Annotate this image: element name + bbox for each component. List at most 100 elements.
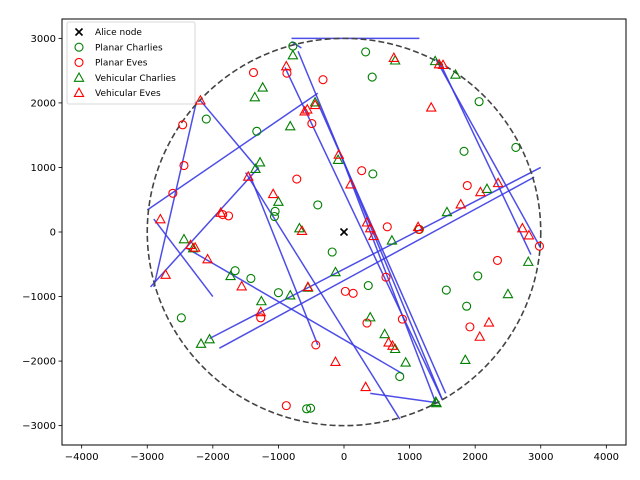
planar-eves-point-3 [318,75,328,85]
planar-eves-point-12 [462,180,472,191]
planar-charlies-point-14 [327,247,337,257]
legend-marker-vehicular-charlies [73,71,85,82]
vehicular-eves-point-20 [523,229,535,240]
planar-eves-point-16 [492,255,503,265]
planar-eves-point-24 [311,340,321,350]
vehicular-eves-point-38 [360,381,372,392]
x-tick-label: 0 [341,452,347,463]
vehicular-charlies-point-31 [502,288,514,299]
planar-charlies-point-16 [246,273,256,284]
vehicular-charlies-point-23 [284,289,296,300]
planar-eves-point-19 [348,288,358,298]
vehicular-charlies-point-5 [249,91,261,102]
vehicular-eves-point-27 [202,253,214,264]
legend-box [66,21,196,105]
planar-charlies-point-10 [313,200,323,210]
planar-charlies-point-11 [368,169,378,179]
vehicular-eves-point-26 [189,241,201,252]
vehicular-eves-point-23 [364,222,376,233]
x-tick-label: −2000 [196,452,230,463]
y-tick-label: −1000 [22,292,56,303]
vehicular-charlies-point-21 [329,266,342,277]
planar-eves-point-14 [414,224,424,234]
x-tick-label: 4000 [594,452,619,463]
legend-label-alice-node: Alice node [95,28,142,38]
planar-charlies-point-12 [459,146,469,156]
vehicular-charlies-point-15 [386,234,398,245]
vehicular-charlies-point-34 [430,397,443,408]
vehicular-charlies-point-18 [187,242,199,253]
vehicular-eves-point-1 [388,51,400,62]
vehicular-eves-point-13 [267,188,279,199]
planar-eves-point-23 [256,313,266,323]
legend-marker-alice-node [74,27,84,37]
vehicular-eves-point-28 [296,224,308,235]
vehicular-charlies-point-26 [195,337,207,348]
planar-charlies-point-17 [273,288,283,298]
vehicular-charlies-point-1 [287,49,299,60]
planar-eves-point-1 [248,68,259,78]
vehicular-charlies-point-30 [459,354,471,365]
vehicular-charlies-point-29 [400,356,412,367]
planar-charlies-point-20 [473,271,483,281]
alice-node-point-1 [339,227,349,237]
vehicular-charlies-point-28 [389,343,401,354]
legend: Alice node Planar Charlies Planar Eves Vehi… [66,21,196,105]
vehicular-eves-point-14 [492,177,504,188]
vehicular-charlies-point-19 [225,270,237,281]
vehicular-eves-point-32 [255,306,267,317]
vehicular-eves-point-6 [280,60,292,71]
planar-eves-point-20 [465,322,475,332]
vehicular-eves-point-34 [474,330,486,341]
coverage-circle [146,37,542,427]
legend-marker-planar-eves [74,57,84,67]
legend-label-planar-eves: Planar Eves [95,59,148,69]
vehicular-eves-point-29 [160,268,172,279]
planar-eves-point-4 [178,120,188,130]
series-alice-node [339,227,349,237]
vehicular-eves-point-18 [412,221,424,232]
y-tick-label: 0 [50,228,56,239]
planar-charlies-point-24 [306,403,316,413]
vehicular-eves-point-11 [345,178,357,189]
vehicular-charlies-point-32 [522,255,534,266]
vehicular-eves-point-37 [329,356,342,366]
road-segment-8 [153,218,214,298]
planar-charlies-point-7 [252,126,262,136]
y-tick-label: 1000 [31,163,56,174]
y-tick-label: −3000 [22,421,56,432]
vehicular-eves-point-22 [361,216,373,227]
planar-charlies-point-19 [441,285,451,295]
vehicular-eves-point-31 [302,281,314,292]
vehicular-charlies-point-9 [254,156,266,167]
x-tick-label: 3000 [528,452,553,463]
points-layer [154,41,544,414]
vehicular-charlies-point-22 [255,295,267,306]
vehicular-eves-point-15 [474,186,486,197]
boundary-circle-layer [146,37,542,427]
road-segment-19 [438,60,532,255]
y-tick-label: 3000 [31,34,56,45]
y-tick-label: 2000 [31,98,56,109]
planar-eves-point-15 [534,241,544,251]
road-segment-13 [340,154,437,404]
vehicular-charlies-point-4 [449,68,462,79]
vehicular-charlies-point-13 [272,195,284,206]
road-segment-4 [199,99,260,171]
ticks-layer: −4000 −3000 −2000 −1000 0 1000 2000 3000 4000 −30… [22,34,619,463]
vehicular-eves-point-21 [154,213,166,224]
planar-eves-point-25 [281,401,291,411]
series-vehicular-charlies [178,49,534,408]
road-segment-16 [186,247,404,375]
x-tick-label: 2000 [462,452,487,463]
planar-charlies-point-5 [474,97,484,107]
road-segment-18 [284,67,444,401]
legend-marker-vehicular-eves [73,87,85,98]
planar-charlies-point-2 [361,47,371,57]
vehicular-charlies-point-8 [284,120,296,131]
planar-eves-point-9 [357,166,367,176]
planar-eves-point-2 [282,68,292,78]
vehicular-charlies-point-25 [204,333,216,344]
legend-marker-planar-charlies [74,42,84,52]
vehicular-eves-point-17 [455,198,467,209]
